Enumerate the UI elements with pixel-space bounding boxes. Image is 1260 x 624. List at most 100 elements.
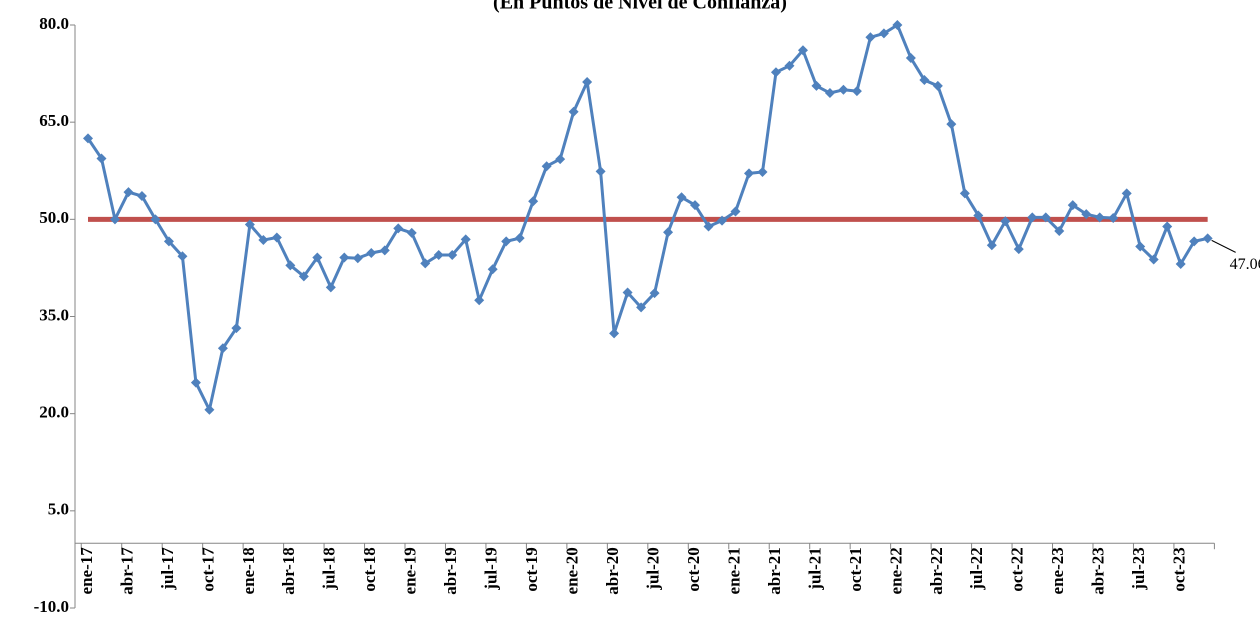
label-leader	[1211, 239, 1236, 253]
x-tick-label: ene-17	[77, 547, 96, 595]
data-point	[1067, 200, 1078, 211]
x-tick-label: ene-20	[563, 547, 582, 594]
data-point	[1175, 259, 1186, 270]
data-point	[528, 196, 539, 207]
data-point	[609, 328, 620, 339]
data-point	[892, 20, 903, 30]
x-tick-label: oct-20	[684, 547, 703, 591]
data-point	[959, 188, 970, 199]
data-point	[973, 210, 984, 221]
data-point	[1162, 221, 1173, 232]
x-tick-label: jul-23	[1129, 547, 1148, 591]
data-point	[730, 206, 741, 217]
data-point	[109, 214, 120, 225]
y-tick-label: 65.0	[39, 111, 69, 130]
data-point	[1108, 213, 1119, 224]
data-point	[339, 252, 350, 263]
data-point	[514, 233, 525, 244]
data-point	[1202, 233, 1213, 244]
data-point	[824, 88, 835, 99]
x-tick-label: ene-19	[401, 547, 420, 594]
x-tick-label: abr-21	[765, 547, 784, 595]
data-point	[838, 84, 849, 95]
y-tick-label: 5.0	[48, 500, 69, 519]
data-point	[811, 80, 822, 91]
x-tick-label: abr-18	[279, 547, 298, 595]
data-point	[474, 295, 485, 306]
data-point	[703, 221, 714, 232]
x-tick-label: oct-22	[1008, 547, 1027, 591]
data-label: 47.06	[1230, 256, 1260, 273]
data-point	[231, 323, 242, 334]
x-tick-label: jul-20	[643, 547, 662, 591]
data-point	[1040, 212, 1051, 223]
data-point	[555, 154, 566, 165]
data-point	[487, 264, 498, 275]
data-point	[568, 106, 579, 117]
data-point	[217, 343, 228, 354]
x-tick-label: jul-19	[482, 547, 501, 591]
x-tick-label: ene-23	[1048, 547, 1067, 594]
data-point	[676, 192, 687, 203]
y-tick-label: 35.0	[39, 305, 69, 324]
data-point	[622, 287, 633, 298]
data-point	[366, 248, 377, 259]
data-point	[244, 219, 255, 230]
y-tick-label: -10.0	[34, 597, 69, 616]
data-point	[797, 45, 808, 56]
data-point	[433, 249, 444, 260]
data-point	[851, 86, 862, 97]
data-point	[190, 377, 201, 388]
x-tick-label: ene-18	[239, 547, 258, 594]
data-point	[298, 271, 309, 282]
data-point	[420, 258, 431, 269]
data-point	[595, 166, 606, 177]
data-point	[406, 227, 417, 238]
data-point	[663, 227, 674, 238]
data-point	[932, 80, 943, 91]
data-point	[946, 119, 957, 130]
x-tick-label: jul-17	[158, 547, 177, 591]
data-point	[1027, 212, 1038, 223]
data-point	[905, 53, 916, 64]
x-tick-label: ene-21	[724, 547, 743, 594]
data-point	[1081, 209, 1092, 220]
data-point	[1121, 188, 1132, 199]
x-tick-label: abr-20	[603, 547, 622, 595]
x-tick-label: oct-18	[360, 547, 379, 591]
data-point	[582, 77, 593, 88]
data-point	[285, 260, 296, 271]
x-tick-label: oct-21	[846, 547, 865, 591]
data-point	[1054, 225, 1065, 236]
data-point	[690, 200, 701, 211]
data-point	[177, 251, 188, 262]
data-point	[204, 404, 215, 415]
data-point	[150, 214, 161, 225]
y-tick-label: 50.0	[39, 208, 69, 227]
x-tick-label: jul-22	[967, 547, 986, 591]
data-point	[1000, 216, 1011, 227]
data-point	[271, 232, 282, 243]
x-tick-label: oct-17	[198, 547, 217, 592]
x-tick-label: oct-19	[522, 547, 541, 591]
data-point	[743, 168, 754, 179]
data-point	[123, 187, 134, 198]
data-point	[325, 282, 336, 293]
data-point	[447, 249, 458, 260]
y-tick-label: 80.0	[39, 14, 69, 33]
data-point	[352, 253, 363, 264]
data-point	[865, 32, 876, 43]
data-point	[1013, 244, 1024, 255]
data-point	[96, 153, 107, 164]
x-tick-label: jul-21	[805, 547, 824, 591]
data-point	[1135, 241, 1146, 252]
data-point	[649, 288, 660, 299]
data-point	[784, 60, 795, 71]
data-point	[919, 75, 930, 86]
data-point	[636, 302, 647, 313]
data-point	[717, 215, 728, 226]
data-point	[258, 235, 269, 246]
x-tick-label: abr-19	[441, 547, 460, 595]
data-point	[1189, 236, 1200, 247]
x-tick-label: oct-23	[1170, 547, 1189, 591]
